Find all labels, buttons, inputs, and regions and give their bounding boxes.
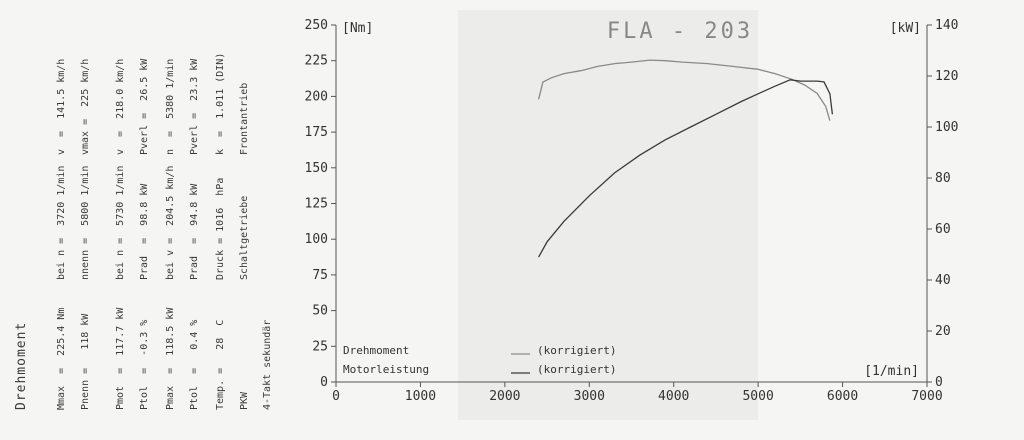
series-line-motorleistung [538, 79, 834, 258]
y-right-tick-label: 0 [935, 375, 943, 390]
chart-title: FLA - 203 [607, 19, 753, 44]
left-unit-label: [Nm] [342, 21, 373, 36]
paper-shade [458, 10, 758, 420]
x-tick-label: 6000 [827, 389, 858, 404]
x-tick-label: 1000 [405, 389, 436, 404]
x-tick-label: 0 [332, 389, 340, 404]
y-right-tick-label: 120 [935, 69, 958, 84]
legend-name: Motorleistung [343, 363, 429, 376]
x-tick-label: 2000 [489, 389, 520, 404]
y-right-tick-label: 20 [935, 324, 951, 339]
x-unit-label: [1/min] [864, 364, 919, 379]
y-left-tick-label: 75 [312, 268, 328, 283]
y-right-tick-label: 60 [935, 222, 951, 237]
x-tick-label: 4000 [658, 389, 689, 404]
y-left-tick-label: 175 [305, 125, 328, 140]
x-tick-label: 5000 [742, 389, 773, 404]
y-left-tick-label: 25 [312, 339, 328, 354]
legend-note: (korrigiert) [537, 344, 616, 357]
x-tick-label: 3000 [574, 389, 605, 404]
right-unit-label: [kW] [890, 21, 921, 36]
y-left-tick-label: 0 [320, 375, 328, 390]
y-right-tick-label: 100 [935, 120, 958, 135]
y-left-tick-label: 125 [305, 197, 328, 212]
y-right-tick-label: 40 [935, 273, 951, 288]
legend-name: Drehmoment [343, 344, 409, 357]
x-tick-label: 7000 [911, 389, 942, 404]
legend-note: (korrigiert) [537, 363, 616, 376]
series-line-drehmoment [537, 59, 831, 121]
y-left-tick-label: 250 [305, 18, 328, 33]
y-left-tick-label: 50 [312, 304, 328, 319]
y-left-tick-label: 150 [305, 161, 328, 176]
y-right-tick-label: 140 [935, 18, 958, 33]
y-left-tick-label: 100 [305, 232, 328, 247]
y-left-tick-label: 200 [305, 89, 328, 104]
y-left-tick-label: 225 [305, 54, 328, 69]
y-right-tick-label: 80 [935, 171, 951, 186]
